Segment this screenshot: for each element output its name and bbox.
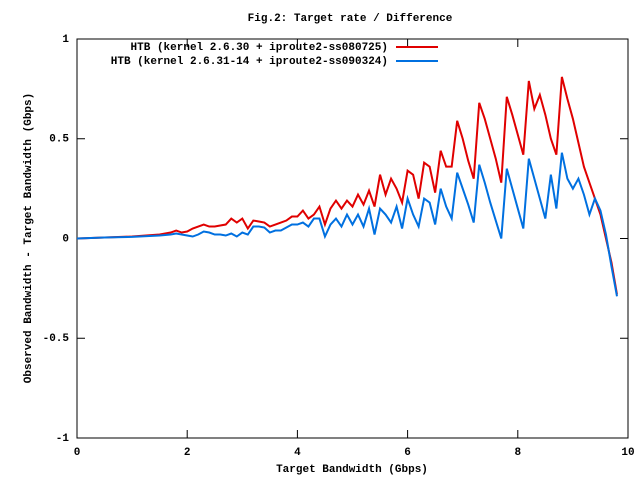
y-axis-label: Observed Bandwidth - Target Bandwidth (G… [23, 93, 35, 383]
x-tick-label: 0 [74, 447, 81, 459]
series-line [76, 76, 618, 295]
chart-title: Fig.2: Target rate / Difference [248, 13, 453, 25]
y-tick-label: 0 [62, 233, 69, 245]
series-line [76, 152, 618, 297]
legend-label: HTB (kernel 2.6.31-14 + iproute2-ss09032… [111, 56, 388, 68]
y-tick-label: 0.5 [49, 134, 69, 146]
x-tick-label: 10 [621, 447, 634, 459]
y-tick-label: -0.5 [43, 333, 70, 345]
y-tick-label: -1 [56, 433, 70, 445]
x-tick-label: 2 [184, 447, 191, 459]
x-tick-label: 6 [404, 447, 411, 459]
plot-border [76, 38, 629, 439]
legend-label: HTB (kernel 2.6.30 + iproute2-ss080725) [131, 42, 388, 54]
x-tick-label: 4 [294, 447, 301, 459]
y-tick-label: 1 [62, 34, 69, 46]
x-axis-label: Target Bandwidth (Gbps) [276, 464, 428, 476]
x-tick-label: 8 [514, 447, 521, 459]
